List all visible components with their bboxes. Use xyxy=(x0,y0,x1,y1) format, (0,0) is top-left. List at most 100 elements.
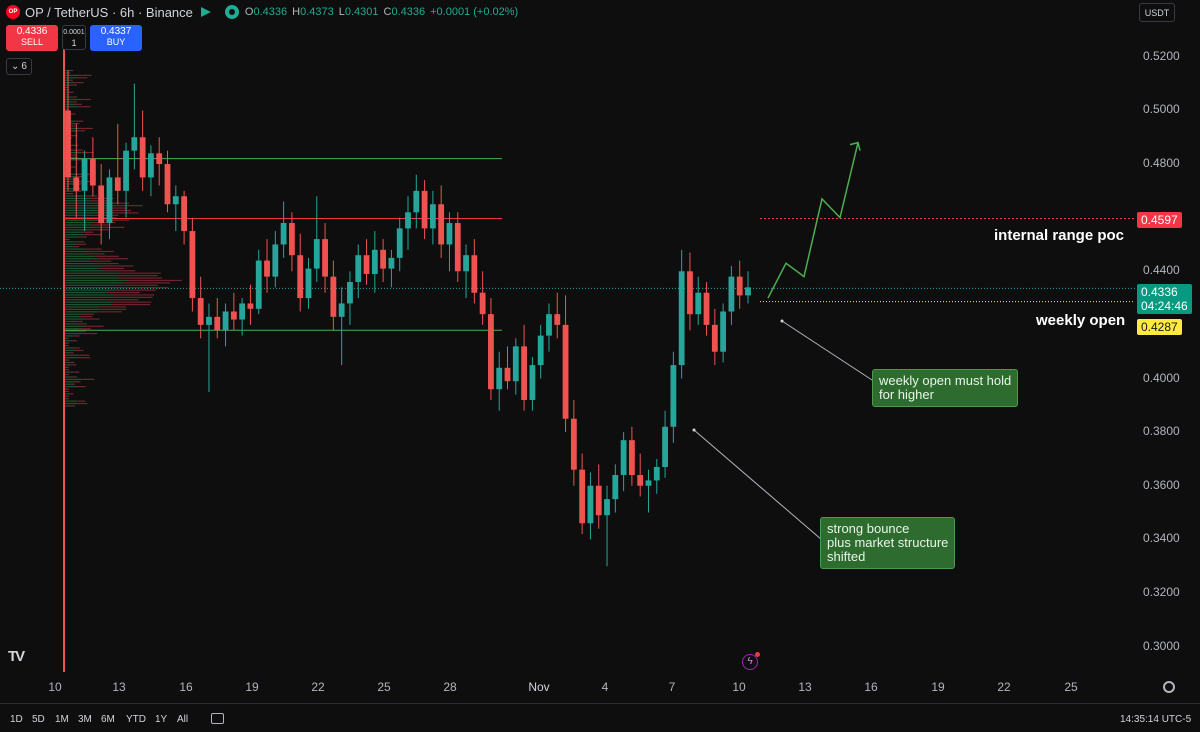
volume-profile-up xyxy=(65,243,77,245)
volume-profile-up xyxy=(65,320,75,323)
price-axis-label: 0.4800 xyxy=(1143,156,1180,171)
price-axis-label: 0.4000 xyxy=(1143,370,1180,385)
volume-profile-down xyxy=(89,229,109,231)
volume-profile-up xyxy=(65,180,80,183)
volume-profile-up xyxy=(65,402,78,405)
volume-profile-down xyxy=(78,354,90,356)
gear-icon[interactable] xyxy=(1163,681,1175,693)
note-anchor xyxy=(692,428,696,432)
time-axis-label: 22 xyxy=(997,680,1011,694)
volume-profile-down xyxy=(67,395,70,397)
candle-body xyxy=(429,204,436,229)
range-button-1y[interactable]: 1Y xyxy=(155,714,168,725)
quantity-step: 0.0001 xyxy=(63,29,85,36)
chart-pane[interactable] xyxy=(0,0,1135,675)
candle-body xyxy=(197,298,204,325)
volume-profile-up xyxy=(65,400,77,402)
note-connector xyxy=(781,320,873,381)
price-axis-label: 0.5200 xyxy=(1143,48,1180,63)
calendar-icon[interactable] xyxy=(211,713,224,724)
strong-bounce-note[interactable]: strong bounce plus market structure shif… xyxy=(820,517,956,569)
range-button-1m[interactable]: 1M xyxy=(55,714,69,725)
volume-profile-down xyxy=(122,282,171,284)
range-button-ytd[interactable]: YTD xyxy=(126,714,146,725)
tradingview-logo-icon[interactable]: TV xyxy=(8,648,25,665)
volume-profile-down xyxy=(76,323,87,325)
clock[interactable]: 14:35:14 UTC-5 xyxy=(1120,714,1192,725)
candle-body xyxy=(670,365,677,427)
candle-body xyxy=(728,276,735,312)
volume-profile-down xyxy=(121,287,169,289)
volume-profile-up xyxy=(65,345,68,347)
range-button-6m[interactable]: 6M xyxy=(101,714,115,725)
candle-body xyxy=(98,185,105,224)
buy-price: 0.4337 xyxy=(100,26,132,37)
volume-profile-up xyxy=(65,395,68,397)
range-button-1d[interactable]: 1D xyxy=(10,714,23,725)
volume-profile-up xyxy=(65,86,68,89)
candle-body xyxy=(73,177,80,191)
volume-profile-up xyxy=(65,236,78,238)
price-axis-label: 0.5000 xyxy=(1143,102,1180,117)
price-axis-label: 0.3200 xyxy=(1143,584,1180,599)
volume-profile-down xyxy=(103,270,136,272)
volume-profile-down xyxy=(111,303,151,306)
volume-profile-down xyxy=(77,402,88,405)
lightning-alert-icon[interactable]: ϟ xyxy=(742,652,760,670)
range-button-5d[interactable]: 5D xyxy=(32,714,45,725)
volume-profile-down xyxy=(79,74,92,76)
volume-profile-down xyxy=(69,69,74,72)
candle-body xyxy=(148,153,154,178)
volume-profile-up xyxy=(65,354,79,356)
buy-button[interactable]: 0.4337 BUY xyxy=(90,25,142,51)
candle-body xyxy=(463,255,469,272)
indicators-toggle-button[interactable]: ⌄ 6 xyxy=(6,58,32,75)
candle-body xyxy=(529,365,536,400)
volume-profile-down xyxy=(77,77,88,79)
volume-profile-up xyxy=(65,313,81,315)
volume-profile-up xyxy=(65,337,68,339)
volume-profile-down xyxy=(67,366,69,368)
candle-body xyxy=(172,196,179,205)
range-button-all[interactable]: All xyxy=(177,714,189,725)
sell-button[interactable]: 0.4336 SELL xyxy=(6,25,58,51)
quantity-field[interactable]: 0.0001 1 xyxy=(62,25,86,50)
candle-body xyxy=(139,137,146,178)
candle-body xyxy=(272,244,279,277)
volume-profile-down xyxy=(67,373,70,376)
poc-label: internal range poc xyxy=(994,227,1125,244)
volume-profile-up xyxy=(65,226,98,228)
currency-selector[interactable]: USDT xyxy=(1139,3,1175,22)
weekly-open-note[interactable]: weekly open must hold for higher xyxy=(872,369,1019,407)
volume-profile-up xyxy=(65,287,122,289)
volume-profile-up xyxy=(65,190,75,192)
time-axis-label: 28 xyxy=(443,680,457,694)
volume-profile-up xyxy=(65,173,79,175)
time-axis-label: 13 xyxy=(112,680,126,694)
candle-body xyxy=(313,239,320,269)
volume-profile-up xyxy=(65,200,90,202)
volume-profile-up xyxy=(65,79,70,81)
price-chart[interactable] xyxy=(0,0,1135,675)
visibility-eye-icon[interactable] xyxy=(224,5,239,19)
candle-body xyxy=(454,223,461,272)
market-status-icon[interactable] xyxy=(200,7,211,17)
symbol-header[interactable]: OP OP / TetherUS · 6h · Binance O0.4336 … xyxy=(6,3,523,21)
range-button-3m[interactable]: 3M xyxy=(78,714,92,725)
volume-profile-down xyxy=(67,388,69,390)
volume-profile-up xyxy=(65,253,87,255)
note-line: plus market structure xyxy=(827,535,949,550)
price-axis[interactable] xyxy=(1135,0,1200,675)
volume-profile-down xyxy=(74,190,82,192)
volume-profile-down xyxy=(73,381,81,383)
volume-profile-up xyxy=(65,224,91,226)
symbol-title[interactable]: OP / TetherUS · 6h · Binance xyxy=(25,4,193,20)
candle-body xyxy=(347,282,353,304)
volume-profile-down xyxy=(67,398,69,400)
candle-body xyxy=(570,418,577,470)
volume-profile-down xyxy=(75,159,85,161)
candle-body xyxy=(512,346,519,382)
volume-profile-down xyxy=(74,149,83,151)
candle-body xyxy=(562,324,569,419)
volume-profile-down xyxy=(106,291,141,294)
